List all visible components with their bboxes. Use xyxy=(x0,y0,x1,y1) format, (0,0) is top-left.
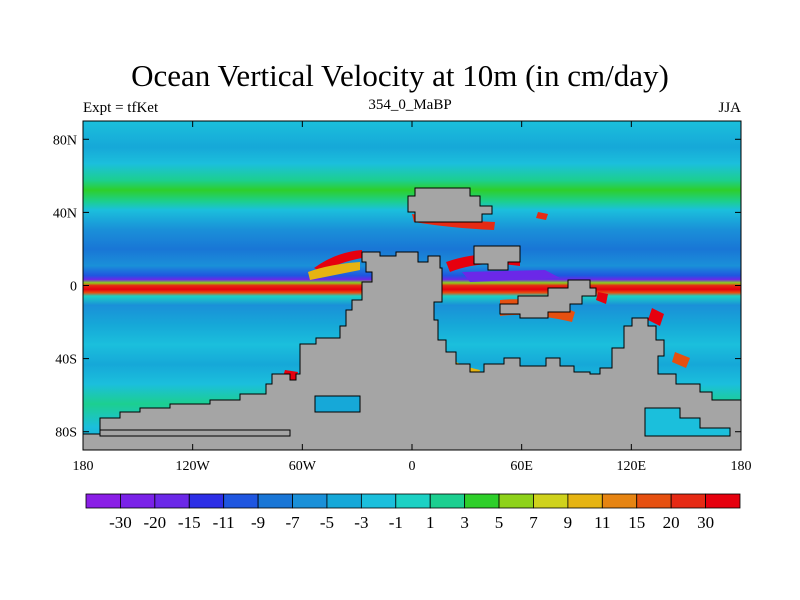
colorbar-label: -9 xyxy=(251,513,265,532)
experiment-label: Expt = tfKet xyxy=(83,100,159,116)
colorbar-label: 9 xyxy=(564,513,573,532)
colorbar-box xyxy=(498,493,534,509)
y-tick-label: 40S xyxy=(55,353,77,368)
upwelling-patch xyxy=(648,308,664,326)
land-pocket-southeast xyxy=(644,407,731,437)
colorbar-label: -1 xyxy=(389,513,403,532)
colorbar-label: 30 xyxy=(697,513,714,532)
colorbar-label: 15 xyxy=(628,513,645,532)
period-label: 354_0_MaBP xyxy=(368,97,452,113)
land-masses xyxy=(83,187,741,450)
x-tick-label: 60W xyxy=(289,459,317,474)
downwelling-patch xyxy=(462,270,560,282)
x-tick-label: 60E xyxy=(510,459,533,474)
colorbar-box xyxy=(429,493,466,509)
y-tick-label: 80N xyxy=(53,133,77,148)
colorbar-label: -30 xyxy=(109,513,132,532)
x-axis-ticks: 180 120W 60W 0 60E 120E 180 xyxy=(73,121,752,474)
plot-area xyxy=(83,121,741,450)
upwelling-patch xyxy=(536,212,548,220)
colorbar-label: 3 xyxy=(460,513,469,532)
chart-title: Ocean Vertical Velocity at 10m (in cm/da… xyxy=(131,58,669,93)
x-tick-label: 120W xyxy=(176,459,211,474)
land-great-continent xyxy=(83,251,741,450)
colorbar-box xyxy=(360,493,397,509)
land-central-continent xyxy=(473,245,521,271)
colorbar-box xyxy=(395,493,431,509)
south-coast-strip xyxy=(99,429,291,437)
colorbar-label: 1 xyxy=(426,513,435,532)
colorbar-box xyxy=(670,493,706,509)
colorbar-box xyxy=(601,493,638,509)
colorbar-box xyxy=(705,493,741,509)
colorbar-label: -3 xyxy=(354,513,368,532)
x-tick-label: 120E xyxy=(617,459,647,474)
colorbar-box xyxy=(257,493,293,509)
colorbar-label: 20 xyxy=(663,513,680,532)
colorbar-label: 5 xyxy=(495,513,504,532)
colorbar-box xyxy=(188,493,225,509)
colorbar-box xyxy=(292,493,328,509)
land-north-continent xyxy=(407,187,493,223)
colorbar-label: -7 xyxy=(285,513,300,532)
y-tick-label: 80S xyxy=(55,426,77,441)
x-tick-label: 180 xyxy=(731,459,752,474)
colorbar-box xyxy=(636,493,672,509)
season-label: JJA xyxy=(718,100,741,116)
colorbar-label: -15 xyxy=(178,513,201,532)
colorbar-box xyxy=(533,493,569,509)
land-pocket-south xyxy=(314,395,361,413)
colorbar-label: -20 xyxy=(144,513,167,532)
colorbar-box xyxy=(567,493,603,509)
x-tick-label: 0 xyxy=(409,459,416,474)
colorbar-box xyxy=(464,493,500,509)
y-tick-label: 40N xyxy=(53,206,77,221)
y-tick-label: 0 xyxy=(70,280,77,295)
x-tick-label: 180 xyxy=(73,459,94,474)
colorbar: -30 -20 -15 -11 -9 -7 -5 -3 -1 1 3 5 7 9 11 15 20 30 xyxy=(85,493,741,532)
colorbar-label: 11 xyxy=(594,513,610,532)
land-east-continent xyxy=(499,279,597,319)
colorbar-label: -11 xyxy=(213,513,235,532)
colorbar-box xyxy=(326,493,362,509)
colorbar-label: 7 xyxy=(529,513,538,532)
colorbar-box xyxy=(223,493,259,509)
colorbar-box xyxy=(154,493,190,509)
upwelling-patch xyxy=(596,292,608,304)
upwelling-patch xyxy=(314,250,362,272)
upwelling-patch xyxy=(308,262,360,280)
colorbar-box xyxy=(120,493,156,509)
colorbar-box xyxy=(85,493,121,509)
upwelling-patch xyxy=(672,352,690,368)
y-axis-ticks: 80N 40N 0 40S 80S xyxy=(53,133,741,441)
colorbar-label: -5 xyxy=(320,513,334,532)
